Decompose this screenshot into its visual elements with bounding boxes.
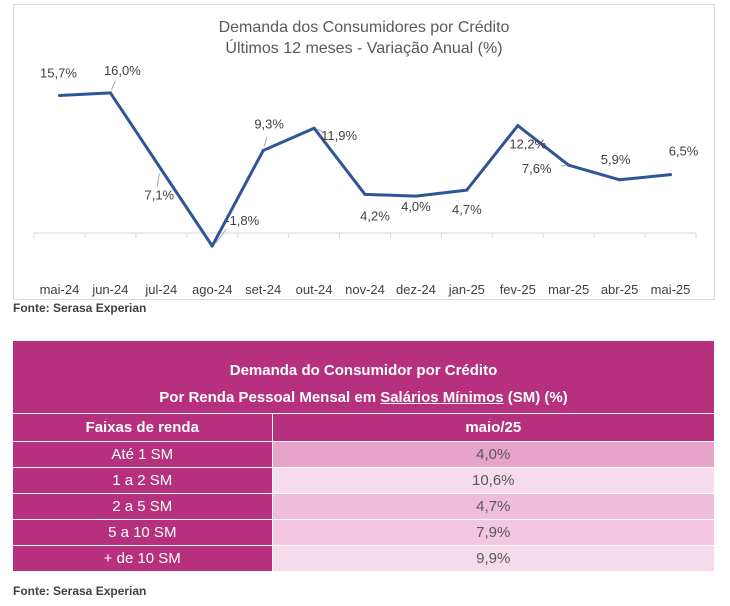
x-tick-label: mai-25 [651, 282, 691, 297]
data-label: 9,3% [254, 117, 284, 132]
chart-title-block: Demanda dos Consumidores por Crédito Últ… [14, 17, 714, 59]
table-subtitle: Por Renda Pessoal Mensal em Salários Mín… [13, 381, 715, 414]
data-point [669, 173, 673, 177]
data-point [516, 124, 520, 128]
data-label-leader [110, 80, 116, 91]
income-range-label: 1 a 2 SM [13, 467, 273, 494]
income-range-label: + de 10 SM [13, 545, 273, 571]
column-header-income: Faixas de renda [13, 413, 273, 442]
income-range-value: 4,7% [272, 493, 715, 520]
table-subtitle-link[interactable]: Salários Mínimos [380, 388, 504, 406]
table-row: Até 1 SM 4,0% [13, 441, 715, 468]
data-label-leader [215, 228, 227, 244]
data-label: 5,9% [601, 152, 631, 167]
data-label: 4,7% [452, 202, 482, 217]
data-point [210, 244, 214, 248]
data-label: 6,5% [669, 144, 699, 159]
x-tick-label: abr-25 [601, 282, 639, 297]
data-point [261, 149, 265, 153]
table-body: Até 1 SM 4,0% 1 a 2 SM 10,6% 2 a 5 SM 4,7% 5 a… [13, 441, 715, 571]
column-header-period: maio/25 [272, 413, 715, 442]
data-label-leader [156, 173, 160, 187]
table-subtitle-start: Por Renda Pessoal Mensal em [159, 388, 381, 406]
x-tick-label: mai-24 [40, 282, 80, 297]
data-label-leader [316, 128, 324, 133]
data-point [465, 188, 469, 192]
data-label-leader [560, 164, 567, 167]
income-range-value: 9,9% [272, 545, 715, 571]
x-tick-label: jun-24 [91, 282, 128, 297]
data-label: 4,0% [401, 199, 431, 214]
data-label: 7,1% [144, 187, 174, 202]
data-point [108, 91, 112, 95]
table-row: 5 a 10 SM 7,9% [13, 519, 715, 546]
table-subtitle-end: (SM) (%) [503, 388, 568, 406]
line-chart-panel: Demanda dos Consumidores por Crédito Últ… [13, 4, 715, 300]
data-label: 4,2% [360, 208, 390, 223]
data-label: 11,9% [321, 128, 357, 143]
data-point [567, 163, 571, 167]
x-tick-label: jan-25 [448, 282, 485, 297]
data-label: 7,6% [522, 161, 552, 176]
income-table-panel: Demanda do Consumidor por Crédito Por Re… [13, 341, 715, 571]
data-point [159, 167, 163, 171]
x-tick-label: set-24 [245, 282, 281, 297]
x-tick-label: fev-25 [500, 282, 536, 297]
table-title: Demanda do Consumidor por Crédito [13, 341, 715, 381]
income-range-label: Até 1 SM [13, 441, 273, 468]
income-table: Demanda do Consumidor por Crédito Por Re… [13, 341, 715, 571]
data-label-leader [263, 136, 268, 147]
data-label: 12,2% [509, 137, 546, 152]
x-tick-label: ago-24 [192, 282, 232, 297]
table-row: 1 a 2 SM 10,6% [13, 467, 715, 494]
chart-title: Demanda dos Consumidores por Crédito [218, 19, 510, 36]
data-label: 16,0% [104, 63, 141, 78]
income-range-label: 5 a 10 SM [13, 519, 273, 546]
line-chart: mai-24 jun-24 jul-24 ago-24 set-24 out-24 nov-… [33, 63, 699, 297]
income-range-label: 2 a 5 SM [13, 493, 273, 520]
x-tick-label: nov-24 [345, 282, 385, 297]
data-point [363, 192, 367, 196]
x-tick-label: mar-25 [548, 282, 589, 297]
x-tick-label: out-24 [296, 282, 333, 297]
chart-source: Fonte: Serasa Experian [13, 301, 147, 315]
income-range-value: 4,0% [272, 441, 715, 468]
chart-subtitle: Últimos 12 meses - Variação Anual (%) [225, 40, 503, 57]
income-range-value: 10,6% [272, 467, 715, 494]
data-label: -1,8% [225, 213, 259, 228]
table-source: Fonte: Serasa Experian [13, 584, 147, 598]
data-point [57, 94, 61, 97]
x-tick-label: dez-24 [396, 282, 436, 297]
x-tick-label: jul-24 [144, 282, 177, 297]
table-row: + de 10 SM 9,9% [13, 545, 715, 571]
data-label: 15,7% [40, 66, 77, 81]
income-range-value: 7,9% [272, 519, 715, 546]
data-point [414, 194, 418, 198]
data-point [312, 126, 316, 130]
data-point [618, 178, 622, 182]
table-row: 2 a 5 SM 4,7% [13, 493, 715, 520]
